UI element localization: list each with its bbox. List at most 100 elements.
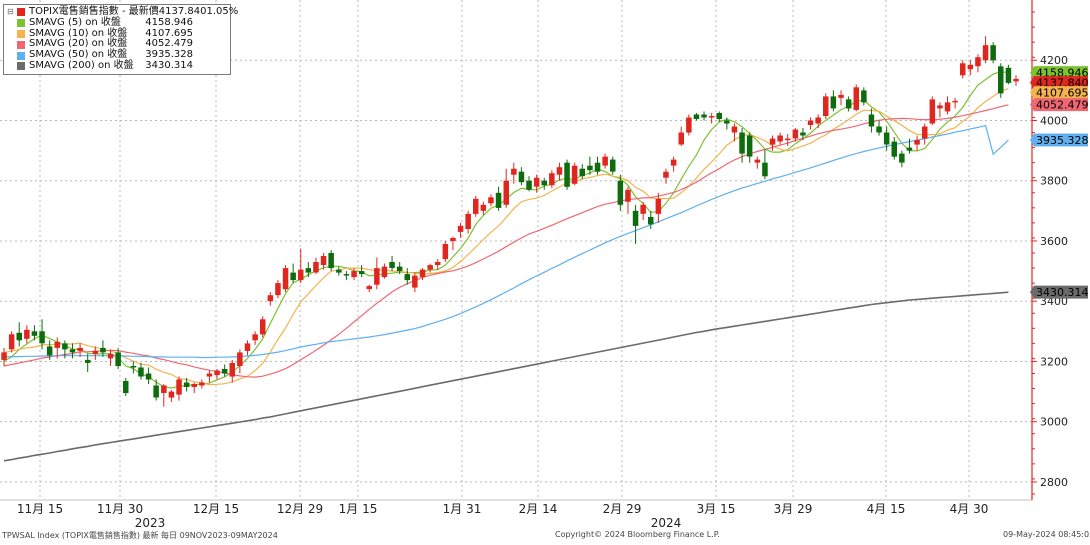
candle-body (77, 347, 83, 351)
badge-text: 4107.695 (1036, 87, 1089, 100)
candle-body (975, 57, 981, 67)
candle-body (807, 120, 814, 125)
x-tick-label: 4月 15 (867, 502, 906, 516)
badge-shape (1030, 76, 1088, 90)
y-tick-label: 3000 (1040, 416, 1068, 429)
candle-body (785, 138, 791, 141)
candle-body (883, 132, 890, 145)
candle-body (252, 334, 258, 341)
candle-body (617, 180, 624, 205)
candle-body (655, 198, 662, 214)
candle-body (724, 120, 730, 124)
candle-body (404, 274, 410, 281)
legend-item: ⊟ TOPIX電售銷售指數 - 最新價 4137.840 1.05% (7, 6, 238, 18)
candle-body (792, 129, 799, 139)
badge-shape (1030, 285, 1088, 299)
candle-body (16, 332, 22, 341)
last-value-badge: 3935.328 (1030, 133, 1089, 147)
candle-body (891, 141, 897, 157)
legend-toggle-icon[interactable]: ⊟ (7, 7, 14, 16)
legend-item: SMAVG (10) on 收盤 4107.695 (7, 27, 227, 40)
candle-body (1, 352, 7, 360)
moving-average-line (3, 291, 1009, 462)
candle-body (244, 343, 251, 351)
candle-body (526, 180, 532, 190)
candle-body (260, 319, 266, 335)
candle-body (830, 96, 837, 109)
legend-label: SMAVG (10) on 收盤 (29, 27, 128, 39)
candle-body (85, 359, 91, 363)
legend-label: SMAVG (50) on 收盤 (29, 49, 128, 61)
candle-body (746, 135, 753, 157)
candle-body (762, 162, 768, 177)
candle-body (731, 126, 738, 133)
candle-body (960, 63, 966, 76)
x-tick-label: 2月 29 (603, 502, 642, 516)
candle-body (800, 132, 806, 136)
candle-body (899, 153, 905, 163)
candle-body (419, 269, 426, 278)
badge-shape (1030, 66, 1088, 80)
x-tick-label: 1月 31 (443, 502, 482, 516)
candle-body (944, 102, 951, 112)
legend-swatch (17, 62, 25, 71)
x-axis: 11月 15 11月 30 12月 15 12月 29 1月 15 1月 31 2月 14 2… (0, 499, 1032, 530)
candle-body (69, 349, 76, 353)
candle-body (853, 87, 859, 110)
candle-body (876, 126, 882, 133)
legend-item: SMAVG (5) on 收盤 4158.946 (7, 16, 227, 29)
candle-body (107, 353, 114, 359)
candle-body (229, 363, 235, 377)
candle-body (716, 113, 722, 119)
candle-body (906, 147, 913, 151)
candle-body (389, 262, 395, 268)
candle-body (199, 382, 205, 386)
candle-body (161, 385, 167, 393)
candle-body (549, 173, 555, 186)
candle-body (374, 268, 380, 285)
candle-body (191, 384, 197, 387)
candle-body (320, 256, 327, 265)
x-tick-label: 12月 15 (193, 502, 239, 516)
candle-body (686, 117, 692, 133)
candle-body (290, 272, 296, 281)
candle-body (123, 381, 129, 393)
legend-label: SMAVG (20) on 收盤 (29, 38, 128, 50)
candle-body (929, 99, 936, 124)
last-value-badge: 4052.479 (1030, 98, 1089, 112)
legend: ⊟ TOPIX電售銷售指數 - 最新價 4137.840 1.05% SMAVG (5)… (3, 4, 238, 75)
legend-label: SMAVG (200) on 收盤 (29, 59, 134, 71)
legend-swatch (17, 51, 25, 60)
candle-body (610, 159, 616, 172)
candle-body (24, 329, 30, 339)
legend-label: SMAVG (5) on 收盤 (29, 16, 121, 28)
candle-body (31, 331, 38, 336)
candle-body (62, 343, 68, 350)
candle-body (708, 116, 715, 118)
candle-body (130, 366, 137, 368)
candle-body (564, 162, 570, 187)
last-value-badge: 3430.314 (1030, 285, 1089, 299)
legend-item: SMAVG (50) on 收盤 3935.328 (7, 49, 227, 61)
x-tick-label: 11月 30 (97, 502, 143, 516)
candle-body (594, 162, 601, 172)
footer-source: TPWSAL Index (TOPIX電售銷售指數) 最新 每日 09NOV20… (2, 531, 278, 540)
legend-value: 3935.328 (145, 49, 193, 61)
candle-body (518, 171, 525, 183)
x-tick-label: 1月 15 (339, 502, 378, 516)
candle-body (275, 283, 281, 296)
x-tick-label: 12月 29 (277, 502, 323, 516)
candle-body (632, 210, 639, 226)
candle-body (366, 286, 372, 290)
candle-body (838, 94, 844, 98)
candle-body (640, 204, 646, 214)
candle-body (777, 135, 783, 142)
candle-body (556, 167, 563, 175)
candle-body (533, 177, 540, 187)
candle-body (153, 385, 159, 398)
candle-body (336, 269, 342, 273)
candle-body (183, 382, 190, 387)
candle-body (678, 132, 684, 145)
